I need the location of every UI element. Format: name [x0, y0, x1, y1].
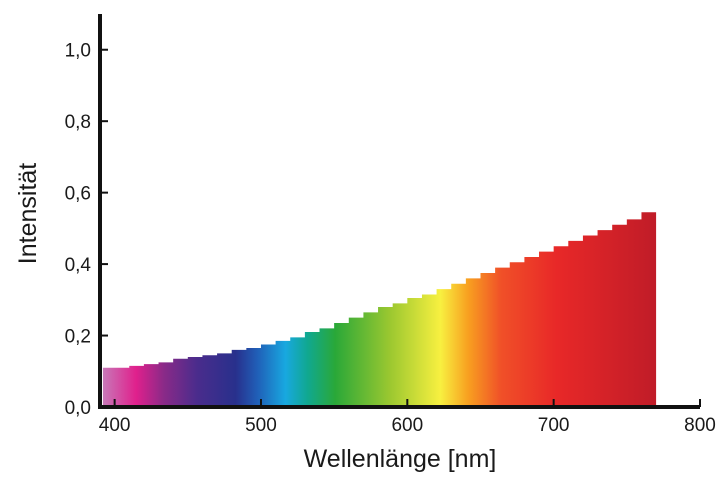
spectrum-area: [102, 206, 657, 407]
x-tick-label: 600: [391, 415, 423, 436]
plot-area: 0,0 0,2 0,4 0,6 0,8 1,0 400 500 600 700 800: [65, 14, 716, 436]
y-tick-label: 0,2: [65, 327, 91, 348]
x-tick-label: 500: [245, 415, 277, 436]
y-tick-label: 0,4: [65, 255, 92, 276]
y-tick-label: 0,0: [65, 398, 91, 419]
x-tick-label: 700: [538, 415, 570, 436]
y-tick-label: 0,8: [65, 112, 91, 133]
x-tick-label: 400: [99, 415, 131, 436]
y-axis-title: Intensität: [14, 163, 42, 265]
y-tick-label: 1,0: [65, 41, 91, 62]
x-tick-label: 800: [684, 415, 716, 436]
x-axis-title: Wellenlänge [nm]: [304, 445, 497, 473]
y-tick-label: 0,6: [65, 184, 91, 205]
